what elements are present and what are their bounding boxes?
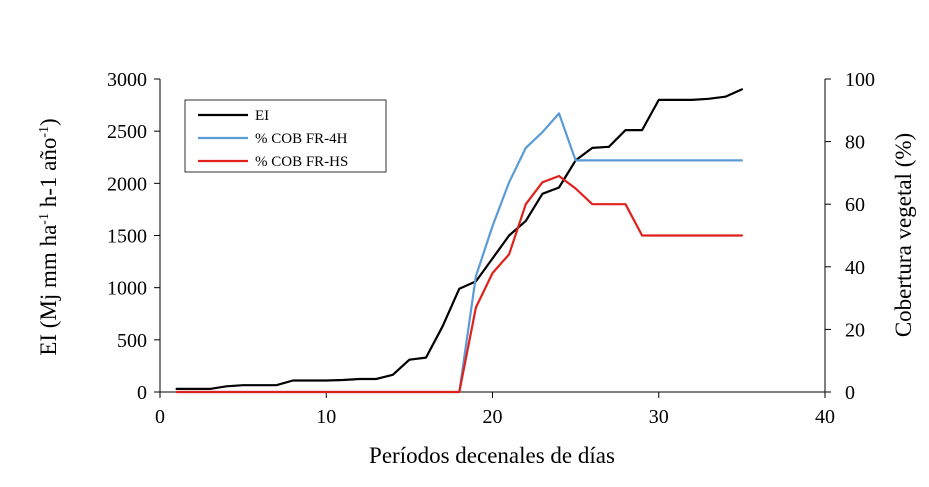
- series-line-2: [175, 174, 744, 394]
- x-tick-label: 20: [483, 406, 503, 428]
- y-right-tick-label: 60: [845, 194, 865, 216]
- legend-label-2: % COB FR-HS: [255, 154, 348, 170]
- x-tick-label: 0: [155, 406, 165, 428]
- y-right-tick-label: 100: [845, 69, 875, 91]
- y-left-title-sup2: -1: [37, 126, 52, 138]
- y-left-title-end: ): [36, 118, 61, 126]
- y-left-title-sup1: -1: [37, 213, 52, 225]
- y-right-tick-label: 0: [845, 382, 855, 404]
- x-tick-label: 30: [649, 406, 669, 428]
- legend-label-0: EI: [255, 108, 269, 124]
- y-left-tick-label: 3000: [107, 69, 147, 91]
- y-left-ticks: 0 500 1000 1500 2000 2500 3000: [107, 69, 160, 404]
- y-left-tick-label: 0: [137, 382, 147, 404]
- y-left-tick-label: 2000: [107, 173, 147, 195]
- legend-label-1: % COB FR-4H: [255, 131, 348, 147]
- y-right-tick-label: 80: [845, 132, 865, 154]
- x-axis-title: Períodos decenales de días: [369, 443, 615, 468]
- legend: EI % COB FR-4H % COB FR-HS: [184, 99, 387, 173]
- x-tick-label: 10: [316, 406, 336, 428]
- y-left-title-base: EI (Mj mm ha: [36, 225, 61, 356]
- y-left-tick-label: 1000: [107, 278, 147, 300]
- x-tick-label: 40: [815, 406, 835, 428]
- y-left-axis-title: EI (Mj mm ha-1 h-1 año-1): [36, 118, 61, 355]
- y-right-tick-label: 20: [845, 319, 865, 341]
- series-line-0: [175, 88, 744, 390]
- series-layer: [175, 88, 744, 394]
- y-right-ticks: 0 20 40 60 80 100: [825, 69, 875, 404]
- y-left-tick-label: 2500: [107, 121, 147, 143]
- y-left-title-mid: h-1 año: [36, 138, 61, 213]
- y-left-tick-label: 1500: [107, 226, 147, 248]
- y-right-tick-label: 40: [845, 257, 865, 279]
- y-left-tick-label: 500: [117, 330, 147, 352]
- y-right-axis-title: Cobertura vegetal (%): [891, 133, 916, 337]
- series-line-1: [175, 112, 744, 394]
- x-ticks: 0 10 20 30 40: [155, 392, 835, 428]
